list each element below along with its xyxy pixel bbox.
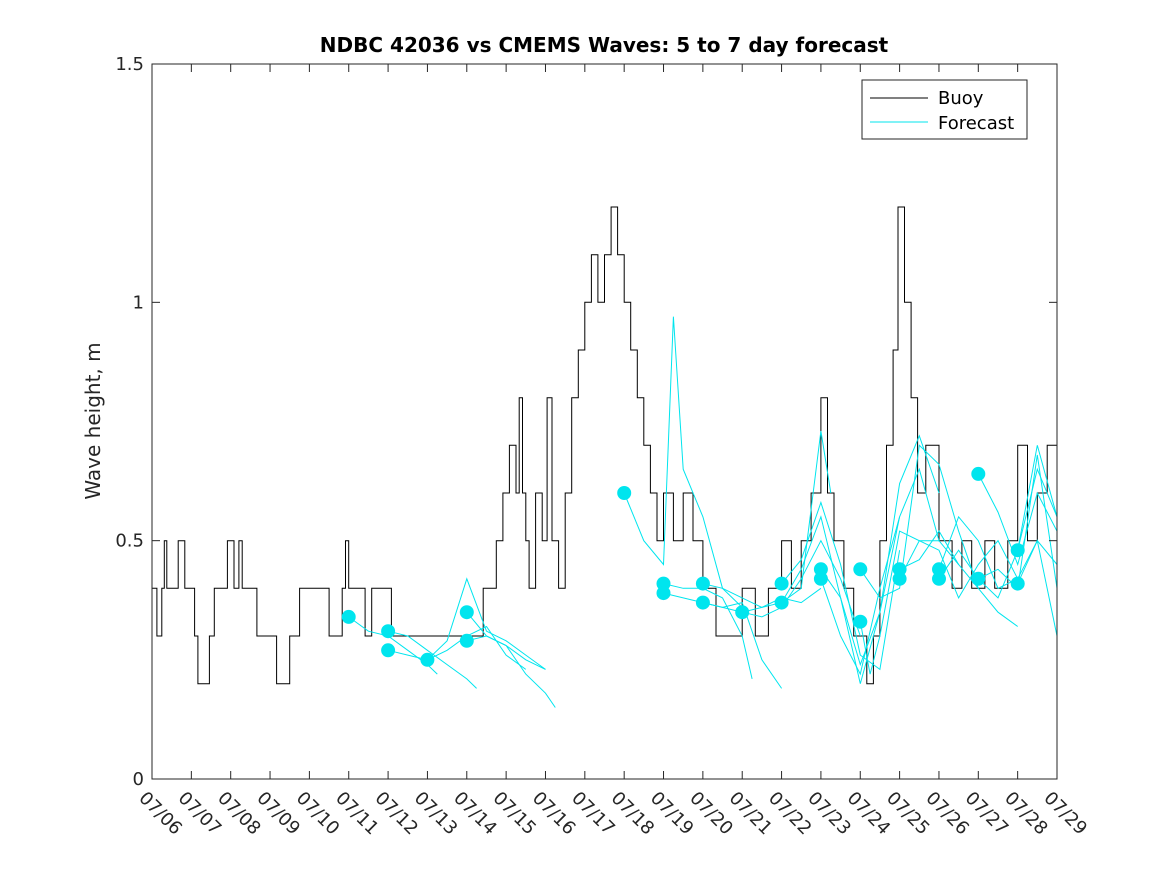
x-tick-label: 07/13 (410, 788, 462, 840)
x-tick-label: 07/10 (292, 788, 344, 840)
forecast-series-line-4 (427, 577, 546, 670)
forecast-series-line-15 (820, 434, 940, 667)
x-tick-label: 07/24 (843, 788, 895, 840)
x-tick-label: 07/27 (961, 788, 1013, 840)
x-tick-label: 07/06 (134, 788, 186, 840)
x-tick-label: 07/20 (685, 788, 737, 840)
forecast-series-line-16 (820, 467, 940, 676)
y-tick-label: 0.5 (115, 531, 144, 552)
x-tick-label: 07/19 (646, 788, 698, 840)
x-tick-label: 07/23 (803, 788, 855, 840)
forecast-series-line-20 (899, 539, 1019, 600)
forecast-start-marker-2 (381, 624, 396, 639)
axis-ticks: 07/0607/0707/0807/0907/1007/1107/1207/13… (115, 54, 1091, 839)
forecast-start-marker-22 (932, 571, 946, 586)
plot-area (152, 206, 1058, 708)
x-tick-label: 07/22 (764, 788, 816, 840)
y-tick-label: 0 (133, 769, 144, 790)
forecast-start-marker-1 (341, 609, 356, 624)
y-tick-label: 1 (133, 292, 144, 313)
forecast-start-marker-13 (774, 576, 789, 591)
forecast-start-marker-9 (656, 586, 671, 601)
x-tick-label: 07/26 (921, 788, 973, 840)
forecast-start-marker-7 (617, 486, 632, 500)
forecast-series-line-25 (1017, 445, 1058, 551)
forecast-start-marker-3 (381, 643, 396, 658)
forecast-start-marker-17 (853, 562, 868, 577)
legend-label-forecast: Forecast (938, 113, 1014, 134)
forecast-start-marker-20 (892, 571, 907, 586)
forecast-start-marker-5 (459, 605, 474, 620)
x-tick-label: 07/25 (882, 788, 934, 840)
legend-box (861, 79, 1028, 140)
forecast-start-marker-26 (1010, 576, 1025, 591)
forecast-start-marker-16 (813, 571, 828, 586)
forecast-series-line-19 (899, 530, 1018, 627)
forecast-start-marker-24 (971, 571, 986, 586)
forecast-start-marker-23 (971, 466, 986, 481)
forecast-series-line-22 (938, 467, 1058, 599)
x-tick-label: 07/07 (174, 788, 226, 840)
forecast-series-line-12 (742, 539, 861, 637)
forecast-start-marker-6 (459, 633, 474, 648)
forecast-start-marker-4 (420, 652, 435, 667)
x-tick-label: 07/15 (489, 788, 541, 840)
x-tick-label: 07/18 (607, 788, 659, 840)
forecast-series-line-5 (466, 611, 556, 708)
forecast-start-marker-11 (695, 595, 710, 610)
forecast-series-line-8 (663, 583, 753, 680)
forecast-series-line-6 (466, 635, 546, 670)
x-tick-label: 07/14 (449, 788, 501, 840)
forecast-series-line-2 (387, 630, 477, 689)
x-tick-label: 07/12 (371, 788, 423, 840)
forecast-start-marker-10 (695, 576, 710, 591)
legend: Buoy Forecast (861, 79, 1028, 140)
forecast-series-line-3 (387, 625, 527, 670)
forecast-start-marker-18 (853, 614, 868, 629)
forecast-series-line-7 (623, 316, 743, 608)
forecast-series-line-26 (1017, 539, 1058, 637)
forecast-series-line-13 (781, 500, 901, 671)
forecast-series-line-23 (977, 473, 1058, 567)
x-tick-label: 07/17 (567, 788, 619, 840)
y-axis-label: Wave height, m (81, 342, 105, 499)
x-tick-label: 07/09 (252, 788, 304, 840)
x-tick-label: 07/08 (213, 788, 265, 840)
forecast-start-marker-25 (1010, 543, 1025, 558)
x-tick-label: 07/16 (528, 788, 580, 840)
x-tick-label: 07/21 (725, 788, 777, 840)
legend-label-buoy: Buoy (938, 88, 984, 109)
forecast-series-line-10 (702, 583, 822, 608)
x-tick-label: 07/28 (1000, 788, 1052, 840)
forecast-series-line-18 (859, 530, 959, 675)
axes-box (151, 63, 1058, 780)
forecast-start-marker-14 (774, 595, 789, 610)
forecast-series-line-17 (859, 444, 979, 599)
forecast-start-marker-12 (735, 605, 750, 620)
chart-title: NDBC 42036 vs CMEMS Waves: 5 to 7 day fo… (320, 33, 889, 57)
x-tick-label: 07/29 (1039, 788, 1091, 840)
buoy-series-line (152, 206, 1058, 685)
forecast-series-line-11 (702, 430, 832, 613)
y-tick-label: 1.5 (115, 54, 144, 75)
x-tick-label: 07/11 (331, 788, 383, 840)
